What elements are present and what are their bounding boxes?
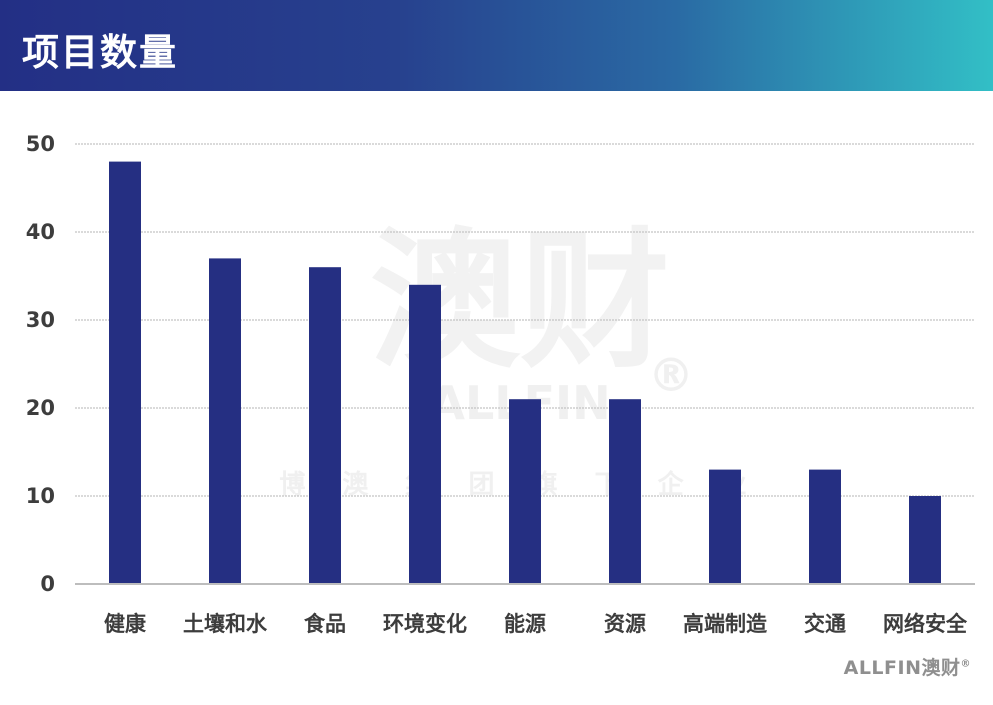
x-tick-label: 能源	[504, 612, 546, 636]
y-tick-label: 10	[26, 484, 55, 508]
y-tick-label: 30	[26, 308, 55, 332]
x-tick-label: 资源	[604, 612, 646, 636]
bar-8	[809, 469, 841, 584]
x-tick-label: 网络安全	[883, 612, 968, 636]
y-axis: 0 10 20 30 40 50	[26, 132, 55, 596]
x-tick-label: 食品	[304, 612, 346, 636]
bar-1	[109, 161, 141, 584]
header-banner: 项目数量	[0, 0, 993, 91]
bars	[109, 161, 941, 584]
y-tick-label: 50	[26, 132, 55, 156]
x-tick-label: 交通	[804, 612, 846, 636]
footer-logo-text: ALLFIN澳财	[843, 657, 961, 679]
bar-3	[309, 267, 341, 584]
bar-7	[709, 469, 741, 584]
bar-2	[209, 258, 241, 584]
y-tick-label: 0	[40, 572, 55, 596]
bar-5	[509, 399, 541, 584]
x-tick-label: 土壤和水	[183, 612, 268, 636]
x-tick-label: 健康	[104, 612, 147, 636]
x-tick-label: 高端制造	[683, 612, 768, 636]
bar-9	[909, 496, 941, 584]
x-axis: 健康 土壤和水 食品 环境变化 能源 资源 高端制造 交通 网络安全	[75, 583, 975, 636]
bar-4	[409, 284, 441, 584]
page-title: 项目数量	[22, 31, 178, 74]
bar-6	[609, 399, 641, 584]
y-tick-label: 40	[26, 220, 55, 244]
watermark-registered: ®	[648, 348, 694, 402]
y-tick-label: 20	[26, 396, 55, 420]
bar-chart: 澳财 ALLFIN ® 博 澳 集 团 旗 下 企 业 01020304050 …	[26, 132, 975, 636]
footer-logo: ALLFIN澳财®	[844, 653, 971, 680]
footer-registered: ®	[960, 658, 971, 670]
x-tick-label: 环境变化	[383, 612, 467, 636]
